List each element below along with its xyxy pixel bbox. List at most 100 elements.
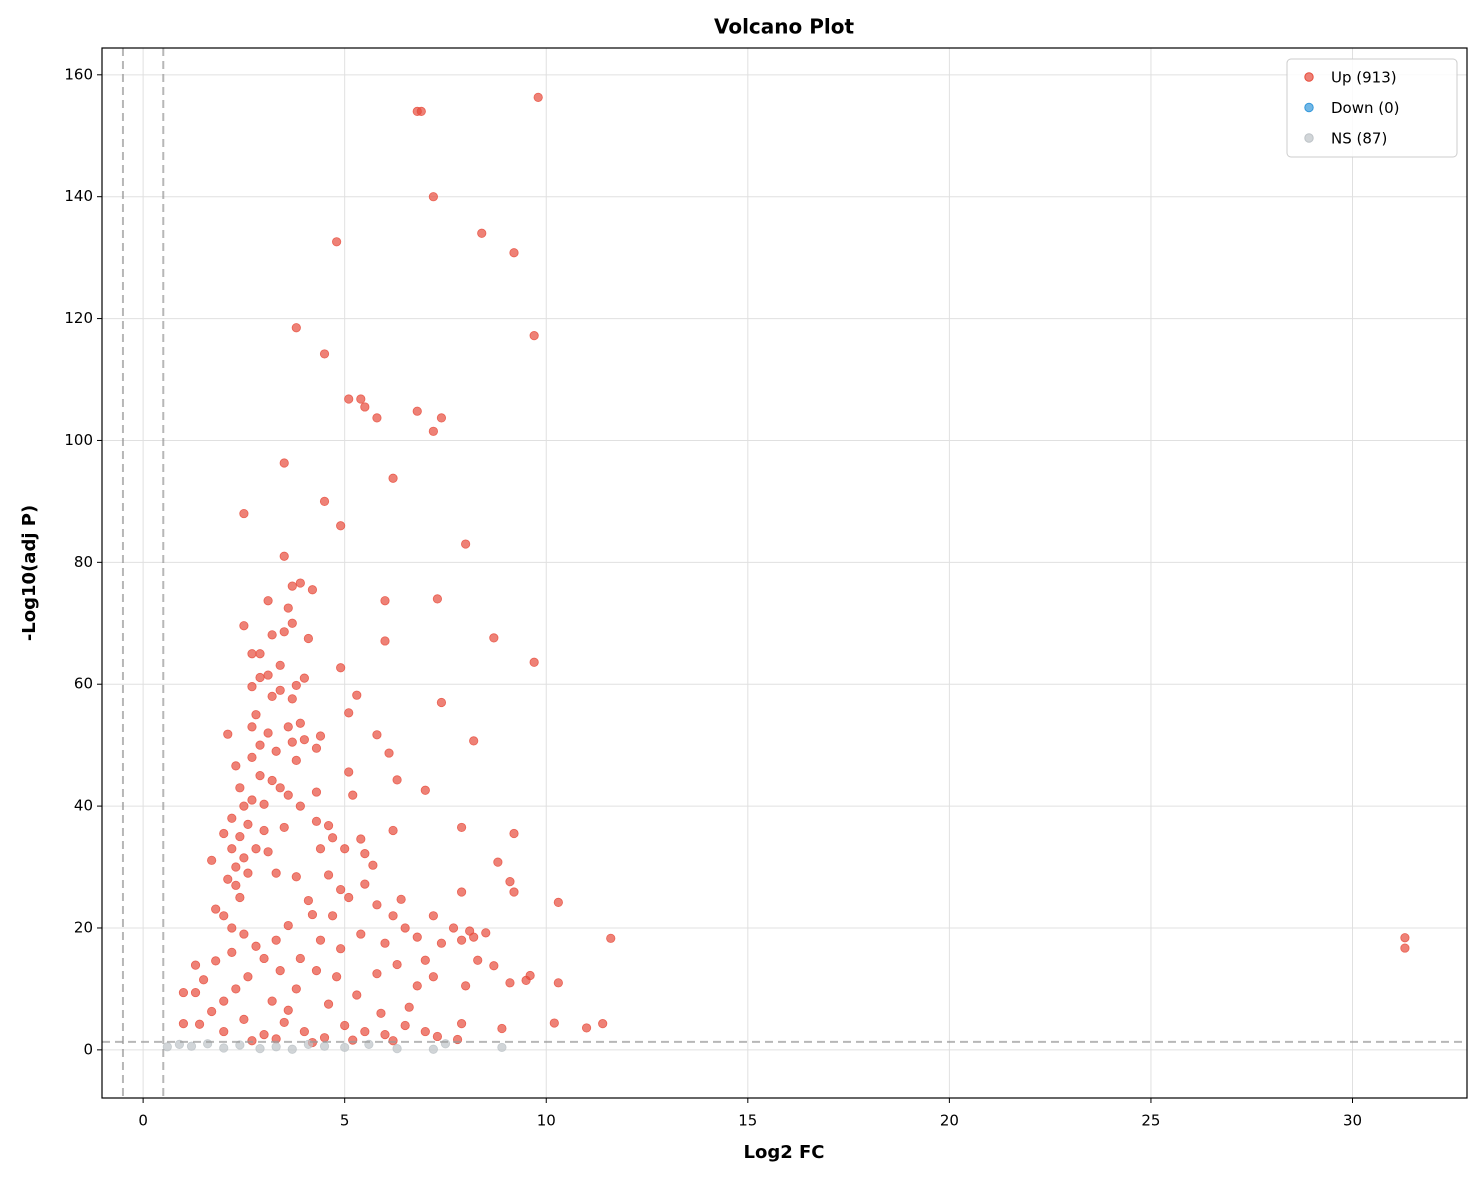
- point: [259, 799, 269, 809]
- point: [311, 787, 322, 797]
- point: [307, 909, 318, 920]
- point: [279, 1017, 289, 1028]
- point: [477, 228, 487, 238]
- y-tick-label: 80: [74, 553, 93, 571]
- point: [428, 1044, 438, 1054]
- point: [456, 1019, 467, 1029]
- point: [509, 887, 519, 897]
- point: [505, 978, 515, 988]
- point: [606, 933, 616, 943]
- series: [178, 92, 1410, 1048]
- point: [340, 1020, 350, 1031]
- x-tick-label: 15: [738, 1112, 757, 1130]
- point: [497, 1042, 507, 1053]
- point: [263, 847, 273, 857]
- point: [336, 521, 346, 531]
- point: [267, 996, 277, 1006]
- point: [553, 978, 563, 988]
- point: [352, 990, 362, 1000]
- series: [162, 1039, 507, 1054]
- point: [243, 868, 253, 878]
- point: [239, 1014, 249, 1024]
- point: [376, 1008, 386, 1018]
- point: [319, 1041, 330, 1051]
- point: [227, 947, 237, 957]
- point: [356, 929, 366, 939]
- x-tick-label: 25: [1141, 1112, 1160, 1130]
- point: [247, 682, 257, 692]
- point: [348, 790, 358, 800]
- point: [271, 1042, 281, 1052]
- point: [279, 551, 289, 561]
- legend-label: Down (0): [1331, 99, 1400, 117]
- point: [227, 923, 237, 933]
- point: [231, 761, 241, 771]
- point: [227, 813, 237, 823]
- point: [327, 911, 338, 921]
- point: [456, 887, 467, 897]
- point: [178, 987, 189, 998]
- point: [368, 860, 378, 870]
- legend-label: Up (913): [1331, 69, 1397, 87]
- point: [275, 966, 285, 976]
- point: [319, 496, 330, 506]
- point: [380, 636, 390, 646]
- point: [529, 331, 539, 341]
- point: [255, 740, 265, 750]
- point: [372, 413, 382, 423]
- point: [267, 630, 277, 640]
- point: [380, 596, 390, 606]
- point: [380, 1030, 390, 1040]
- point: [223, 729, 233, 739]
- point: [428, 426, 438, 436]
- point: [384, 748, 394, 758]
- point: [356, 394, 366, 404]
- point: [428, 192, 438, 202]
- point: [456, 822, 467, 833]
- y-tick-label: 0: [83, 1040, 93, 1058]
- point: [327, 833, 338, 843]
- point: [271, 746, 281, 756]
- point: [271, 935, 281, 945]
- point: [190, 960, 201, 970]
- legend-box: [1286, 58, 1458, 158]
- y-tick-label: 140: [64, 187, 93, 205]
- point: [344, 767, 354, 777]
- point: [436, 413, 447, 423]
- point: [315, 844, 326, 854]
- point: [231, 880, 241, 890]
- legend: Up (913) Down (0) NS (87): [1286, 58, 1458, 158]
- y-axis-label: -Log10(adj P): [19, 505, 40, 641]
- point: [303, 895, 314, 906]
- point: [340, 844, 350, 854]
- point: [432, 1031, 443, 1042]
- point: [400, 1020, 410, 1031]
- point: [231, 862, 241, 872]
- point: [336, 944, 346, 954]
- point: [235, 831, 245, 842]
- point: [271, 868, 281, 878]
- point: [190, 987, 201, 998]
- legend-marker: [1304, 133, 1314, 143]
- point: [360, 402, 370, 412]
- point: [336, 663, 346, 673]
- point: [239, 508, 249, 519]
- point: [291, 755, 301, 765]
- point: [352, 690, 362, 700]
- point: [436, 938, 447, 948]
- point: [287, 618, 297, 628]
- x-axis-label: Log2 FC: [743, 1142, 824, 1163]
- point: [283, 920, 293, 931]
- point: [497, 1023, 507, 1034]
- point: [243, 819, 253, 829]
- point: [311, 816, 322, 826]
- point: [291, 323, 301, 333]
- point: [319, 1033, 330, 1043]
- point: [251, 844, 261, 854]
- point: [404, 1002, 414, 1012]
- point: [388, 1036, 398, 1046]
- point: [392, 959, 402, 970]
- x-tick-label: 5: [340, 1112, 350, 1130]
- point: [396, 894, 406, 904]
